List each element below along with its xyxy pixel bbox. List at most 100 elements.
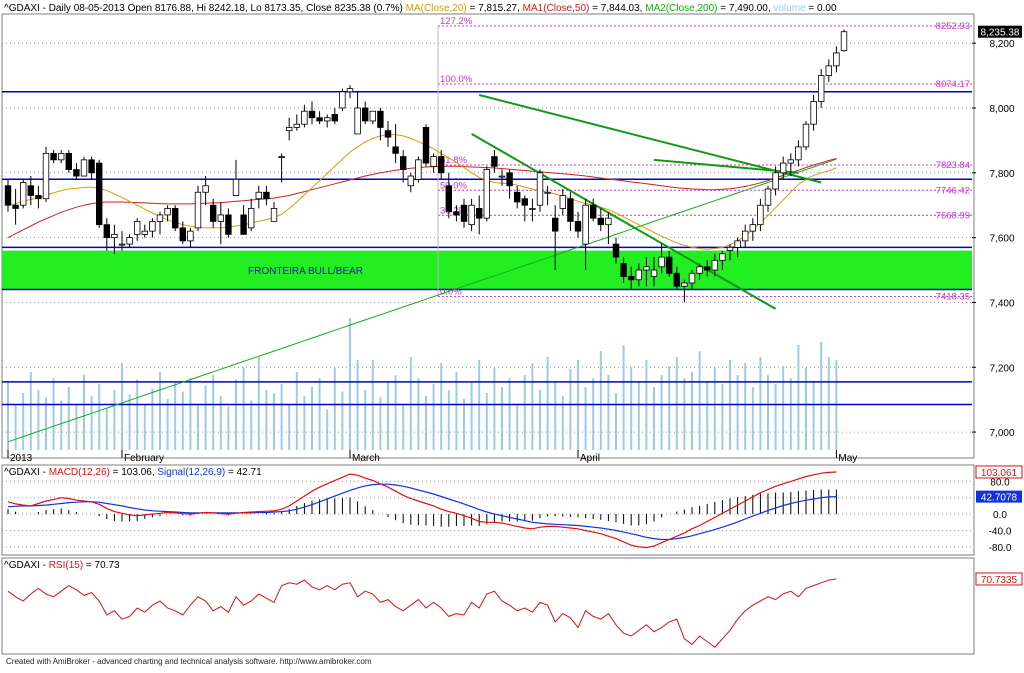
trend-channel (471, 94, 822, 310)
volume-bar (394, 375, 397, 450)
volume-bar (782, 366, 785, 450)
candle-down (620, 263, 627, 277)
volume-bar (820, 342, 823, 450)
candle-down (316, 117, 323, 122)
candle-up (757, 204, 764, 226)
volume-bar (683, 378, 686, 450)
ma200-line (7, 158, 837, 443)
candle-up (118, 243, 126, 246)
candle-down (12, 204, 19, 209)
candle-up (255, 191, 262, 200)
volume-bar (197, 403, 199, 450)
candle-up (293, 123, 300, 128)
bull-bear-zone-fill (2, 250, 972, 290)
rsi-panel[interactable] (1, 557, 975, 655)
volume-bar (630, 367, 633, 450)
candle-up (278, 156, 285, 158)
candle-up (635, 269, 642, 281)
candle-up (749, 224, 756, 232)
volume-bar (546, 357, 549, 450)
price-ytick-label: 7,000 (989, 428, 1014, 439)
volume-bar (592, 378, 595, 450)
volume-bar (554, 382, 557, 450)
candle-up (80, 159, 88, 177)
candle-down (392, 146, 399, 154)
volume-bar (637, 381, 640, 450)
macd-value-box (975, 465, 1023, 479)
volume-bar (212, 375, 215, 450)
candle-down (453, 211, 460, 216)
volume-bar (493, 367, 496, 450)
volume-bar (425, 396, 427, 450)
volume-bar (706, 382, 709, 450)
candle-down (73, 169, 80, 177)
volume-bar (7, 382, 9, 450)
price-panel[interactable] (1, 13, 975, 459)
candle-down (96, 162, 103, 226)
candle-down (27, 185, 34, 196)
candle-up (681, 282, 688, 287)
volume-bar (721, 384, 724, 450)
volume-bar (455, 372, 458, 450)
macd-ytick-label: -80.0 (989, 543, 1012, 554)
candle-up (719, 253, 726, 261)
axes: 8,200 8,000 7,800 7,600 7,400 7,200 7,000 2013 F… (7, 25, 1022, 464)
volume-bar (159, 372, 161, 450)
volume-bar (29, 372, 32, 450)
volume-bar (622, 345, 625, 450)
volume-bar (242, 367, 245, 450)
volume-bar (219, 396, 222, 450)
rsi-title-part-2: = 70.73 (83, 560, 120, 571)
xtick-label: April (580, 453, 600, 464)
ma50-line (7, 158, 837, 239)
volume-bar (265, 390, 268, 450)
macd-title-part-1: MACD(12,26) (49, 467, 110, 478)
candle-up (802, 123, 810, 148)
candle-up (285, 127, 293, 132)
volume-bar (295, 372, 298, 450)
candle-up (787, 159, 794, 164)
volume-bar (151, 388, 154, 450)
price-title-part-2: = 7,815.27, (467, 3, 523, 14)
candle-up (247, 208, 255, 229)
xtick-label: February (124, 453, 164, 464)
volume-bar (561, 396, 564, 450)
candle-up (833, 52, 840, 67)
volume-bar (599, 351, 602, 450)
candle-down (50, 152, 57, 161)
candle-up (323, 117, 331, 122)
rsi-title-part-0: ^GDAXI - (4, 560, 49, 571)
rsi-value-box (975, 572, 1023, 586)
candle-up (734, 240, 741, 248)
volume-bar (105, 408, 108, 450)
last-price-box (978, 25, 1022, 38)
candle-down (225, 214, 232, 235)
candle-up (795, 146, 802, 161)
candle-up (772, 172, 779, 190)
volume-bar (113, 390, 116, 450)
candle-down (209, 204, 217, 222)
fib-value-label: 7746.42 (936, 185, 970, 196)
volume-bar (364, 390, 367, 450)
channel-line (653, 158, 799, 174)
candle-down (445, 185, 452, 213)
candle-down (4, 185, 12, 206)
price-title-part-7: volume (773, 3, 806, 14)
ma20-line (7, 134, 837, 250)
volume-bar (409, 357, 412, 450)
macd-title-part-0: ^GDAXI - (4, 467, 49, 478)
candle-up (126, 237, 133, 245)
candle-down (567, 198, 574, 222)
volume-bar (812, 381, 815, 450)
volume-bar (379, 397, 382, 450)
candle-up (133, 221, 141, 235)
candle-up (468, 204, 475, 226)
macd-panel[interactable] (1, 464, 975, 556)
candle-up (840, 31, 848, 52)
candle-down (240, 214, 247, 235)
candle-down (331, 114, 338, 122)
volume-bar (37, 390, 40, 450)
candle-up (605, 217, 612, 226)
volume-bar (447, 390, 450, 450)
